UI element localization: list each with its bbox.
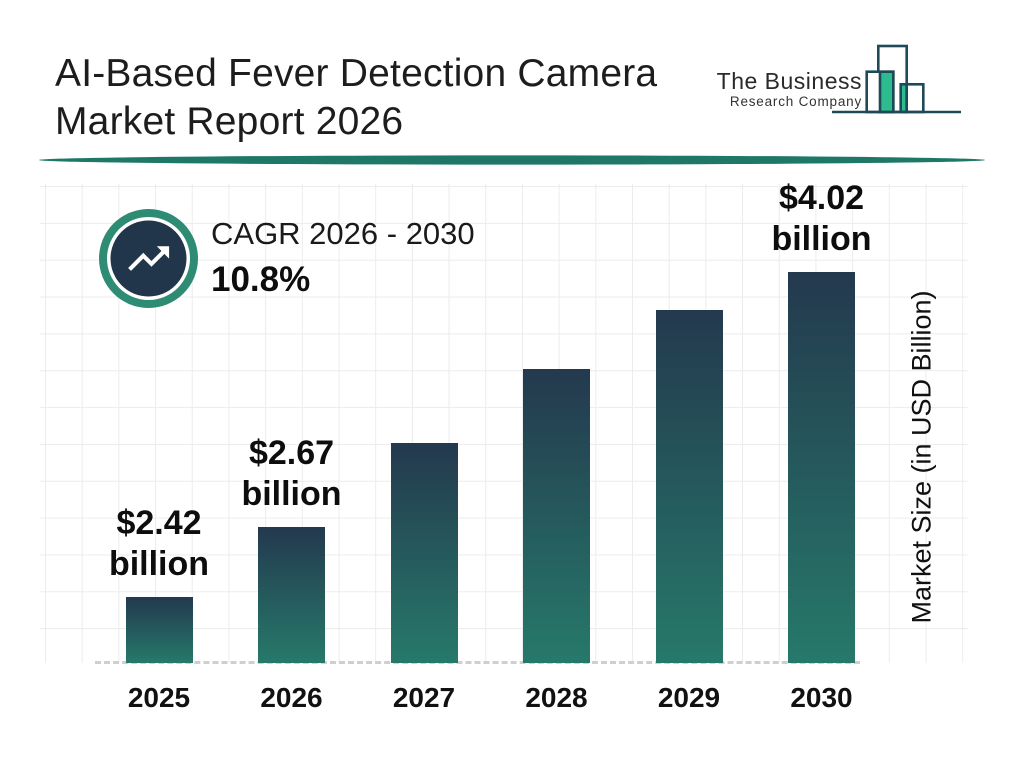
- bar-2028: [523, 369, 590, 663]
- cagr-value: 10.8%: [211, 260, 311, 299]
- page-title-line1: AI-Based Fever Detection Camera: [55, 52, 658, 95]
- company-logo: The Business Research Company: [712, 68, 862, 109]
- bar-value-label-2025: $2.42 billion: [108, 504, 210, 583]
- company-logo-subname: Research Company: [729, 94, 862, 109]
- bar-value-label-2030: $4.02 billion: [771, 179, 872, 258]
- x-tick-label-2029: 2029: [657, 682, 721, 713]
- bar-2026: [258, 527, 325, 663]
- page-title-line2: Market Report 2026: [55, 100, 404, 143]
- divider-line: [39, 155, 985, 165]
- x-tick-label-2030: 2030: [790, 682, 853, 713]
- bar-chart-logo-icon: [832, 44, 961, 114]
- x-tick-label-2027: 2027: [392, 682, 456, 713]
- x-axis-baseline: [95, 661, 860, 664]
- bar-value-label-2026: $2.67 billion: [241, 434, 342, 513]
- bar-2027: [390, 443, 458, 663]
- company-logo-name: The Business: [716, 68, 862, 94]
- bar-2030: [788, 272, 855, 663]
- trending-up-icon: [99, 209, 198, 308]
- x-tick-label-2026: 2026: [260, 682, 323, 713]
- bar-2025: [125, 597, 193, 663]
- x-tick-label-2025: 2025: [127, 682, 191, 713]
- page-title: AI-Based Fever Detection Camera Market R…: [55, 50, 657, 146]
- x-tick-label-2028: 2028: [525, 682, 588, 713]
- cagr-range-label: CAGR 2026 - 2030: [211, 216, 475, 251]
- bar-2029: [655, 310, 723, 663]
- y-axis-label: Market Size (in USD Billion): [906, 290, 937, 624]
